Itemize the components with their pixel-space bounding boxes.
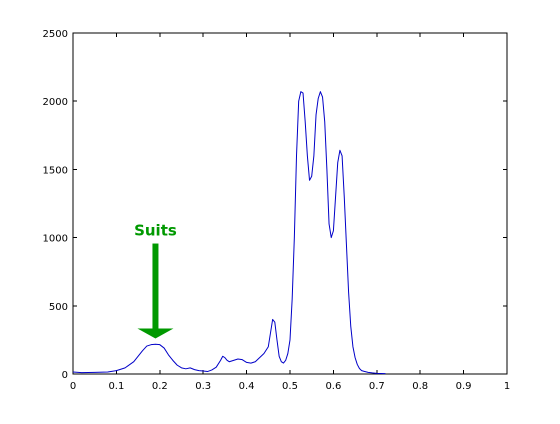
y-tick-label: 2500 [43,29,68,40]
y-tick-label: 1500 [43,165,68,176]
x-tick-label: 0.1 [108,381,124,392]
plot-frame [73,33,507,374]
annotation-label: Suits [134,222,177,240]
x-tick-label: 0.5 [282,381,298,392]
x-tick-label: 0.9 [456,381,472,392]
x-tick-label: 0 [70,381,76,392]
x-tick-label: 0.2 [152,381,168,392]
x-tick-label: 0.4 [239,381,255,392]
annotation-arrow-shaft [152,244,158,329]
y-tick-label: 500 [49,302,68,313]
axes-layer [73,33,507,374]
x-tick-label: 0.8 [412,381,428,392]
x-tick-label: 0.7 [369,381,385,392]
x-tick-label: 0.3 [195,381,211,392]
x-tick-label: 1 [504,381,510,392]
y-tick-label: 2000 [43,97,68,108]
y-tick-label: 1000 [43,234,68,245]
x-tick-label: 0.6 [325,381,341,392]
y-tick-label: 0 [62,370,68,381]
